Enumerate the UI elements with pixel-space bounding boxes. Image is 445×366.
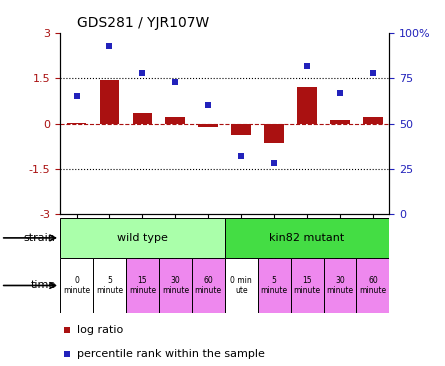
Bar: [363, 117, 383, 124]
Bar: [67, 123, 86, 124]
Bar: [60, 218, 225, 258]
Text: wild type: wild type: [117, 233, 168, 243]
Text: log ratio: log ratio: [77, 325, 123, 335]
Bar: [330, 120, 350, 124]
Bar: [60, 258, 93, 313]
Bar: [324, 258, 356, 313]
Bar: [225, 218, 389, 258]
Text: strain: strain: [24, 233, 56, 243]
Text: 15
minute: 15 minute: [129, 276, 156, 295]
Text: 5
minute: 5 minute: [96, 276, 123, 295]
Bar: [159, 258, 192, 313]
Bar: [192, 258, 225, 313]
Text: 5
minute: 5 minute: [261, 276, 287, 295]
Text: kin82 mutant: kin82 mutant: [269, 233, 345, 243]
Text: 60
minute: 60 minute: [360, 276, 386, 295]
Text: time: time: [30, 280, 56, 291]
Text: 60
minute: 60 minute: [195, 276, 222, 295]
Bar: [231, 124, 251, 135]
Bar: [264, 124, 284, 143]
Bar: [225, 258, 258, 313]
Bar: [100, 80, 119, 124]
Bar: [198, 124, 218, 127]
Text: percentile rank within the sample: percentile rank within the sample: [77, 349, 264, 359]
Bar: [291, 258, 324, 313]
Text: 0 min
ute: 0 min ute: [231, 276, 252, 295]
Text: GDS281 / YJR107W: GDS281 / YJR107W: [77, 16, 209, 30]
Bar: [258, 258, 291, 313]
Bar: [126, 258, 159, 313]
Text: 30
minute: 30 minute: [162, 276, 189, 295]
Text: 30
minute: 30 minute: [327, 276, 353, 295]
Bar: [133, 113, 152, 124]
Text: 0
minute: 0 minute: [63, 276, 90, 295]
Bar: [93, 258, 126, 313]
Bar: [356, 258, 389, 313]
Bar: [166, 117, 185, 124]
Text: 15
minute: 15 minute: [294, 276, 320, 295]
Bar: [297, 87, 317, 124]
